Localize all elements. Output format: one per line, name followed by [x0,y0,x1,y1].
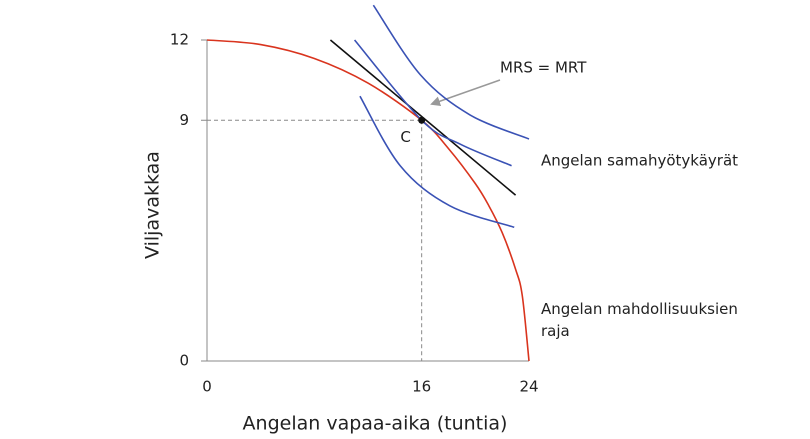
curve [206,39,530,362]
point-label: C [400,128,410,146]
annotation-arrow [430,79,501,107]
x-tick-label: 16 [412,378,431,396]
y-axis-title: Viljavakkaa [142,151,164,259]
curve [359,95,515,229]
point [418,116,426,124]
annotation: Angelan samahyötykäyrät [541,152,738,170]
curve [372,4,530,140]
annotation: MRS = MRT [500,59,587,77]
x-axis-title: Angelan vapaa-aika (tuntia) [243,413,508,435]
x-tick-label: 24 [519,378,538,396]
y-tick-label: 12 [170,31,189,49]
x-tick-label: 0 [202,378,212,396]
annotation: Angelan mahdollisuuksien raja [541,300,738,340]
y-tick-label: 9 [179,111,189,129]
curve [353,39,512,167]
y-tick-label: 0 [179,352,189,370]
